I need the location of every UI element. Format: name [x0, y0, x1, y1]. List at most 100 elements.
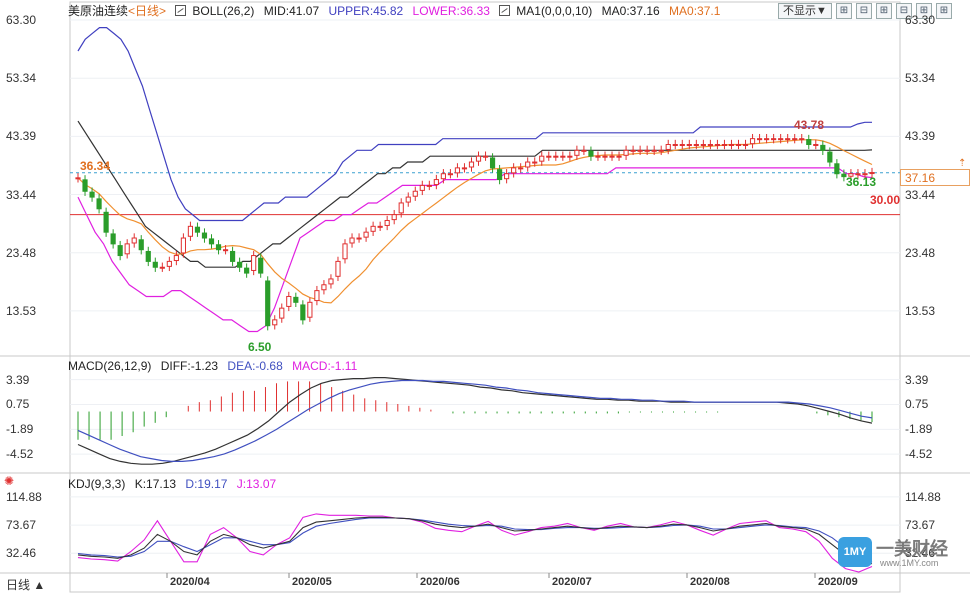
candle-99	[771, 138, 777, 141]
candle-102	[792, 138, 798, 141]
ytick-r-0-4: 23.48	[905, 245, 936, 260]
ytick-r-1-0: 3.39	[905, 372, 929, 387]
candle-46	[398, 202, 404, 214]
ytick-l-2-0: 114.88	[6, 489, 42, 504]
candle-91	[714, 144, 721, 146]
period-tag[interactable]: <日线>	[128, 4, 167, 18]
ytick-l-1-3: -4.52	[6, 447, 34, 462]
candle-111	[855, 173, 861, 176]
ytick-r-0-0: 63.30	[905, 13, 936, 27]
expand-icon[interactable]: ⊞	[875, 3, 892, 19]
candle-23	[237, 261, 243, 268]
zoom-out-icon[interactable]: ⊟	[855, 3, 872, 19]
candle-88	[693, 144, 699, 146]
candle-6	[117, 245, 123, 257]
brand-name: 一美财经	[876, 539, 948, 559]
ytick-l-2-2: 32.46	[6, 546, 37, 561]
candle-69	[560, 155, 566, 158]
plot-frame	[69, 1, 901, 593]
candle-56	[468, 161, 475, 168]
brand-url: www.1MY.com	[880, 558, 939, 568]
candle-82	[651, 149, 657, 152]
candle-38	[342, 243, 348, 260]
candle-29	[279, 307, 285, 319]
ytick-r-2-2: 32.46	[905, 546, 936, 561]
candle-41	[363, 231, 369, 238]
current-price-tag: 37.16	[900, 169, 970, 186]
ma0-value-b: MA0:37.1	[669, 4, 721, 18]
xtick-0: 2020/04	[170, 576, 210, 588]
candle-86	[679, 144, 685, 146]
candle-25	[251, 255, 257, 271]
candle-105	[813, 144, 819, 146]
candle-74	[595, 155, 601, 158]
candle-100	[778, 138, 784, 141]
candle-51	[433, 179, 439, 186]
candle-2	[89, 191, 95, 198]
candle-48	[412, 190, 418, 197]
period-switch-button[interactable]: 日线 ▲	[6, 578, 46, 592]
xtick-5: 2020/09	[818, 576, 858, 588]
candle-66	[539, 155, 545, 162]
candle-80	[637, 149, 643, 152]
collapse-icon[interactable]: ⊟	[895, 3, 912, 19]
kdj-settings-icon[interactable]: ✺	[4, 474, 15, 488]
display-dropdown[interactable]: 不显示▼	[778, 3, 832, 19]
recent-low-annotation: 36.13	[846, 175, 877, 189]
boll-lower-value: LOWER:36.33	[412, 4, 490, 18]
ytick-l-1-2: -1.89	[6, 422, 34, 437]
candle-98	[764, 138, 770, 141]
candle-83	[658, 149, 664, 152]
ytick-l-0-5: 13.53	[6, 303, 37, 318]
ytick-l-1-1: 0.75	[6, 397, 30, 412]
candle-90	[707, 144, 713, 146]
kdj-d-value: D:19.17	[185, 477, 228, 491]
settings-icon[interactable]: ⊞	[935, 3, 952, 19]
candle-112	[862, 173, 868, 176]
candle-12	[159, 266, 165, 269]
candle-7	[124, 243, 130, 255]
zoom-in-icon[interactable]: ⊞	[835, 3, 852, 19]
grid-icon[interactable]: ⊞	[915, 3, 932, 19]
candle-49	[419, 184, 425, 191]
candle-19	[208, 238, 215, 245]
candle-84	[665, 144, 671, 150]
ma0-value-a: MA0:37.16	[601, 4, 660, 18]
candle-37	[335, 260, 341, 277]
candle-9	[138, 239, 144, 251]
ytick-r-2-0: 114.88	[905, 489, 941, 504]
candle-24	[244, 267, 250, 274]
candle-57	[475, 155, 482, 162]
candle-78	[623, 149, 629, 156]
candle-67	[546, 155, 552, 158]
candle-63	[518, 167, 524, 170]
candle-106	[820, 144, 826, 151]
candle-42	[370, 225, 376, 232]
boll-toggle-icon[interactable]	[175, 5, 187, 16]
candle-75	[602, 155, 608, 158]
candle-95	[742, 144, 749, 146]
hline-annotation: 30.00	[870, 193, 901, 207]
ytick-l-0-4: 23.48	[6, 245, 37, 260]
candle-70	[567, 155, 573, 158]
candle-108	[834, 163, 840, 175]
xtick-2: 2020/06	[420, 576, 460, 588]
candle-52	[440, 173, 446, 180]
candle-65	[532, 161, 538, 164]
candle-71	[574, 149, 580, 156]
candle-10	[145, 250, 151, 262]
candle-113	[869, 172, 875, 175]
candle-76	[609, 155, 615, 158]
candle-36	[328, 278, 334, 285]
candle-87	[686, 144, 692, 146]
candle-72	[581, 149, 587, 152]
candle-93	[728, 144, 735, 146]
candle-15	[180, 237, 186, 254]
candle-11	[152, 261, 158, 268]
macd-name: MACD(26,12,9)	[68, 359, 152, 373]
start-annotation: 36.34	[80, 159, 111, 173]
ma-toggle-icon[interactable]	[499, 5, 511, 16]
candle-60	[497, 169, 503, 181]
